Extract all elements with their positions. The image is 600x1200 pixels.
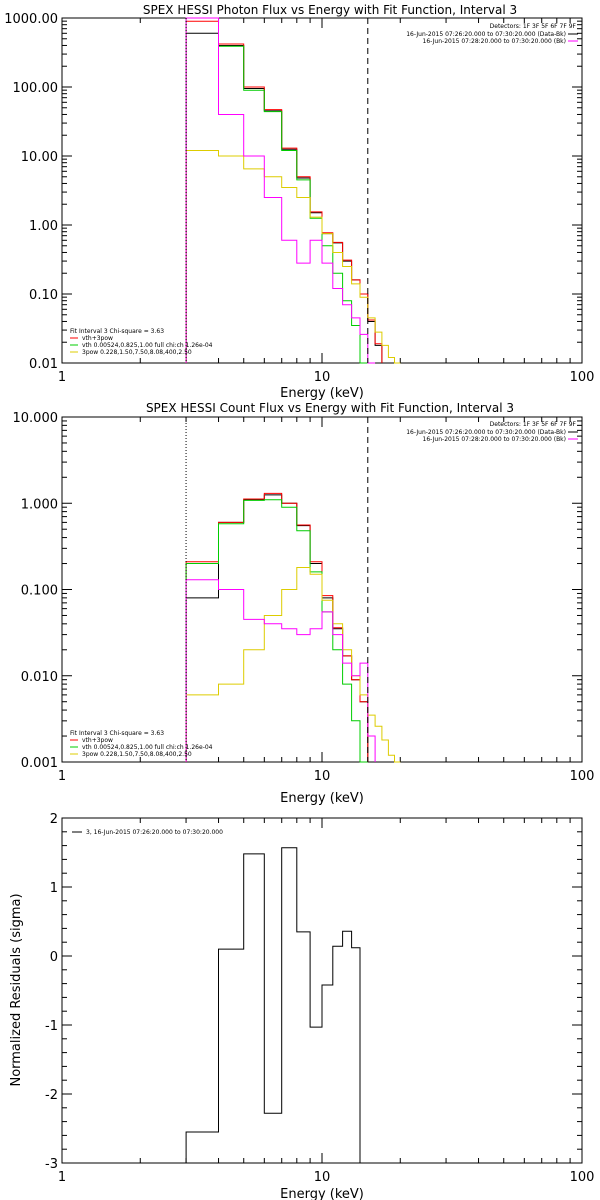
panel2-legend-top: Detectors: 1F 3F 5F 6F 7F 9F 16-Jun-2015… (406, 421, 578, 443)
panel3-xlabel: Energy (keV) (280, 1187, 364, 1200)
p2-series-vth (185, 499, 368, 763)
p2-ytick-label: 0.100 (21, 584, 58, 599)
p3-ytick-label: -1 (45, 1019, 58, 1034)
p2-xtick-label: 1 (58, 769, 66, 784)
panel2-title: SPEX HESSI Count Flux vs Energy with Fit… (146, 401, 514, 415)
p3-ytick-label: -2 (45, 1088, 58, 1103)
p3-ytick-label: -3 (45, 1157, 58, 1172)
panel2-legend-bottom-2: vth 0.00524,0.825,1.00 full chi:ch 1.26e… (82, 744, 213, 751)
p1-xtick-label: 1 (58, 370, 66, 385)
panel1-legend-bottom-0: Fit Interval 3 Chi-square = 3.63 (70, 328, 164, 335)
p1-ytick-label: 0.01 (29, 357, 58, 372)
panel1-vlines (185, 18, 369, 363)
p2-ytick-label: 10.000 (13, 411, 59, 426)
panel2-legend-bottom: Fit Interval 3 Chi-square = 3.63 vth+3po… (70, 730, 213, 758)
panel3-ylabel: Normalized Residuals (sigma) (9, 893, 24, 1086)
panel1-legend-top: Detectors: 1F 3F 5F 6F 7F 9F 16-Jun-2015… (406, 23, 578, 45)
residuals-panel: 1 10 100 -3 -2 -1 0 1 2 Energy (keV) Normalized … (9, 812, 594, 1200)
p1-ytick-label: 100.00 (13, 81, 59, 96)
p3-xtick-label: 1 (58, 1170, 66, 1185)
p2-series-vth-3pow (185, 492, 369, 762)
panel2-legend-top-1: 16-Jun-2015 07:26:20.000 to 07:30:20.000… (406, 429, 566, 436)
count-flux-panel: SPEX HESSI Count Flux vs Energy with Fit… (13, 401, 595, 806)
panel1-legend-top-2: 16-Jun-2015 07:28:20.000 to 07:30:20.000… (423, 38, 566, 45)
panel2-legend-bottom-3: 3pow 0.228,1.50,7.50,8.08,400,2.50 (82, 751, 192, 758)
panel2-vlines (185, 417, 369, 762)
p3-ytick-label: 2 (50, 812, 58, 827)
p2-xtick-label: 10 (314, 769, 331, 784)
p3-xtick-label: 10 (314, 1170, 331, 1185)
p1-ytick-label: 1.00 (29, 219, 58, 234)
p1-series-data-bk (185, 32, 383, 363)
p1-ytick-label: 10.00 (21, 150, 58, 165)
panel1-title: SPEX HESSI Photon Flux vs Energy with Fi… (143, 3, 517, 17)
p2-series-bk (185, 579, 376, 762)
p2-series-data-bk (185, 494, 369, 762)
p1-series-bk (185, 17, 376, 364)
p3-xtick-label: 100 (570, 1170, 595, 1185)
panel1-legend-bottom-1: vth+3pow (82, 335, 113, 342)
p1-series-vth-3pow (185, 20, 383, 363)
p1-series-3pow (185, 150, 401, 364)
panel2-series (185, 492, 401, 763)
p1-xtick-label: 10 (314, 370, 331, 385)
panel1-xlabel: Energy (keV) (280, 386, 364, 401)
panel3-legend-top: 3, 16-Jun-2015 07:26:20.000 to 07:30:20.… (72, 829, 223, 836)
p1-ytick-label: 0.10 (29, 288, 58, 303)
panel1-axes-box (61, 17, 583, 364)
panel2-ticks: 1 10 100 0.001 0.010 0.100 1.000 10.000 (13, 411, 595, 784)
p1-xtick-label: 100 (570, 370, 595, 385)
panel2-legend-top-0: Detectors: 1F 3F 5F 6F 7F 9F (490, 421, 577, 428)
panel3-legend-top-0: 3, 16-Jun-2015 07:26:20.000 to 07:30:20.… (86, 829, 223, 836)
p1-series-vth (185, 17, 368, 364)
panel1-legend-bottom: Fit Interval 3 Chi-square = 3.63 vth+3po… (70, 328, 213, 356)
panel2-legend-bottom-0: Fit Interval 3 Chi-square = 3.63 (70, 730, 164, 737)
p3-series-3-16-jun-2015-07-26-20-000-to-07-30-20-000 (185, 847, 361, 1163)
p3-ytick-label: 0 (50, 950, 58, 965)
panel1-legend-bottom-2: vth 0.00524,0.825,1.00 full chi:ch 1.26e… (82, 342, 213, 349)
p2-ytick-label: 1.000 (21, 497, 58, 512)
panel2-xlabel: Energy (keV) (280, 791, 364, 806)
panel1-legend-top-1: 16-Jun-2015 07:26:20.000 to 07:30:20.000… (406, 31, 566, 38)
panel1-legend-bottom-3: 3pow 0.228,1.50,7.50,8.08,400,2.50 (82, 349, 192, 356)
panel2-legend-bottom-1: vth+3pow (82, 737, 113, 744)
panel1-legend-top-0: Detectors: 1F 3F 5F 6F 7F 9F (490, 23, 577, 30)
panel1-ticks: 1 10 100 0.01 0.10 1.00 10.00 100.00 1000.00 (4, 12, 594, 385)
panel2-legend-top-2: 16-Jun-2015 07:28:20.000 to 07:30:20.000… (423, 436, 566, 443)
panel3-ticks: 1 10 100 -3 -2 -1 0 1 2 (45, 812, 594, 1185)
p1-ytick-label: 1000.00 (4, 12, 58, 27)
p2-xtick-label: 100 (570, 769, 595, 784)
p2-ytick-label: 0.001 (21, 756, 58, 771)
p2-ytick-label: 0.010 (21, 670, 58, 685)
panel3-series (185, 847, 361, 1163)
p3-ytick-label: 1 (50, 881, 58, 896)
photon-flux-panel: SPEX HESSI Photon Flux vs Energy with Fi… (4, 3, 594, 401)
